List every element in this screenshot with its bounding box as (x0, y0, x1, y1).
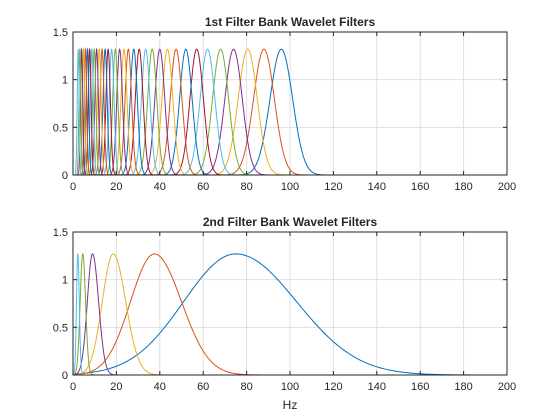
top-x-tick-label: 0 (70, 181, 76, 193)
bottom-x-tick-label: 200 (498, 381, 516, 393)
bottom-x-tick-label: 40 (154, 381, 166, 393)
bottom-x-tick-label: 180 (454, 381, 472, 393)
bottom-x-tick-label: 100 (281, 381, 299, 393)
top-x-tick-label: 100 (281, 181, 299, 193)
top-y-tick-label: 1.5 (53, 27, 68, 39)
top-y-tick-label: 0.5 (53, 122, 68, 134)
bottom-x-tick-label: 20 (110, 381, 122, 393)
bottom-chart-title: 2nd Filter Bank Wavelet Filters (203, 215, 378, 229)
bottom-y-tick-label: 1.5 (53, 227, 68, 239)
top-x-tick-label: 80 (240, 181, 252, 193)
bottom-x-tick-label: 60 (197, 381, 209, 393)
bottom-x-tick-label: 140 (368, 381, 386, 393)
bottom-y-tick-label: 0.5 (53, 322, 68, 334)
top-y-tick-label: 0 (62, 170, 68, 182)
bottom-subplot: 2nd Filter Bank Wavelet Filters Hz 0 20 40… (53, 215, 516, 412)
top-y-tick-label: 1 (62, 75, 68, 87)
bottom-x-tick-label: 0 (70, 381, 76, 393)
top-x-tick-label: 20 (110, 181, 122, 193)
top-chart-title: 1st Filter Bank Wavelet Filters (205, 15, 376, 29)
top-x-tick-label: 160 (411, 181, 429, 193)
top-subplot: 1st Filter Bank Wavelet Filters 0 20 40 60 8… (53, 15, 516, 193)
bottom-x-axis-label: Hz (283, 398, 298, 412)
top-x-tick-label: 120 (324, 181, 342, 193)
bottom-x-tick-label: 120 (324, 381, 342, 393)
top-x-tick-label: 140 (368, 181, 386, 193)
bottom-filter-curve (73, 253, 507, 375)
bottom-y-tick-label: 1 (62, 275, 68, 287)
top-x-tick-label: 60 (197, 181, 209, 193)
bottom-y-tick-label: 0 (62, 370, 68, 382)
bottom-x-tick-label: 80 (240, 381, 252, 393)
top-x-tick-label: 40 (154, 181, 166, 193)
top-x-tick-label: 200 (498, 181, 516, 193)
top-x-tick-label: 180 (454, 181, 472, 193)
bottom-x-tick-label: 160 (411, 381, 429, 393)
